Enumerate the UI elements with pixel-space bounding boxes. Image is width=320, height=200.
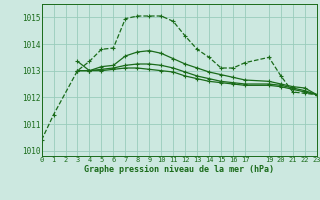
- X-axis label: Graphe pression niveau de la mer (hPa): Graphe pression niveau de la mer (hPa): [84, 165, 274, 174]
